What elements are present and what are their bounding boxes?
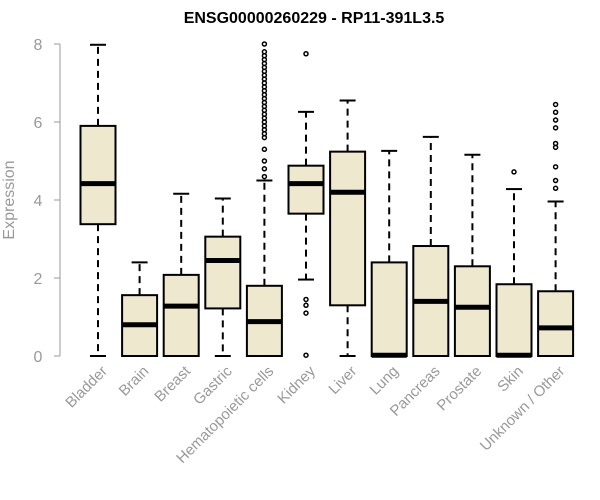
box-hematopoietic-cells xyxy=(245,41,283,357)
x-tick-label: Breast xyxy=(151,362,194,405)
box-unknown-other xyxy=(537,101,575,358)
y-axis: 0 2 4 6 8 xyxy=(34,37,61,366)
box-iqr xyxy=(162,273,200,358)
outlier-point xyxy=(552,185,559,192)
x-tick-label: Brain xyxy=(116,363,153,400)
x-tick-label: Liver xyxy=(325,363,360,398)
y-tick-label: 4 xyxy=(34,193,43,210)
outlier-point xyxy=(552,164,559,170)
outlier-point xyxy=(261,41,268,47)
box-brain xyxy=(121,261,159,358)
outlier-point xyxy=(552,140,559,147)
outlier-point xyxy=(303,51,309,57)
outlier-point xyxy=(261,49,268,55)
box-iqr xyxy=(453,265,491,357)
y-tick-label: 2 xyxy=(34,271,43,288)
outlier-point xyxy=(261,146,268,153)
outlier-point xyxy=(552,177,559,184)
outlier-point xyxy=(303,296,309,303)
box-kidney xyxy=(287,51,325,358)
chart-title: ENSG00000260229 - RP11-391L3.5 xyxy=(184,10,445,27)
box-iqr xyxy=(79,124,117,226)
outlier-point xyxy=(303,352,309,358)
x-tick-label: Lung xyxy=(366,363,402,399)
y-tick-label: 6 xyxy=(34,115,43,132)
box-skin xyxy=(495,169,533,358)
outlier-point xyxy=(552,101,559,108)
y-axis-label: Expression xyxy=(1,160,18,239)
box-bladder xyxy=(79,43,117,357)
box-iqr xyxy=(329,150,367,307)
outlier-point xyxy=(303,302,309,309)
outlier-point xyxy=(552,125,559,131)
box-iqr xyxy=(495,283,533,357)
box-breast xyxy=(162,192,200,358)
box-lung xyxy=(370,149,408,358)
x-tick-label: Skin xyxy=(494,363,527,396)
box-iqr xyxy=(204,235,242,310)
y-tick-label: 8 xyxy=(34,37,43,54)
box-liver xyxy=(329,99,367,357)
outlier-point xyxy=(511,169,517,175)
box-iqr xyxy=(370,261,408,357)
outlier-point xyxy=(261,166,268,172)
x-tick-label: Bladder xyxy=(62,363,111,412)
outlier-point xyxy=(552,117,559,123)
box-pancreas xyxy=(412,135,450,358)
x-tick-label: Prostate xyxy=(434,363,486,415)
boxes-group xyxy=(79,41,575,358)
box-prostate xyxy=(453,153,491,357)
outlier-point xyxy=(303,310,309,316)
outlier-point xyxy=(552,109,559,115)
outlier-point xyxy=(261,173,268,180)
box-iqr xyxy=(287,164,325,215)
x-tick-label: Kidney xyxy=(274,362,319,407)
box-iqr xyxy=(537,290,575,358)
outlier-point xyxy=(261,158,268,164)
y-tick-label: 0 xyxy=(34,349,43,366)
box-gastric xyxy=(204,197,242,357)
